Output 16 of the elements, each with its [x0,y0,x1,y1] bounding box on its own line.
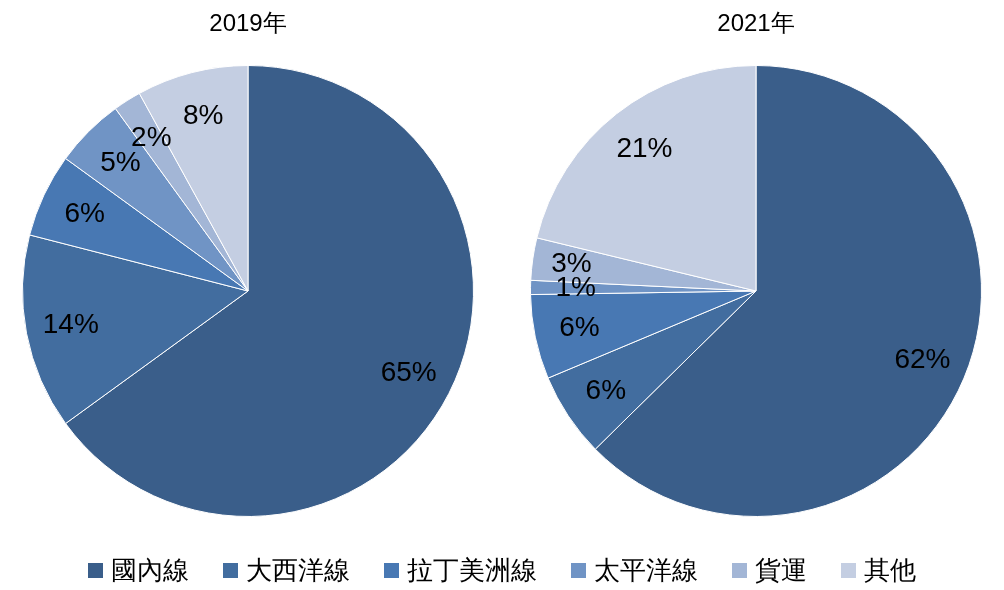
data-label: 6% [64,196,105,228]
data-label: 65% [380,355,437,387]
legend-label: 大西洋線 [246,554,350,586]
legend-label: 貨運 [755,554,807,586]
legend-label: 其他 [864,554,916,586]
data-label: 21% [616,131,673,163]
data-label: 62% [894,343,951,375]
slice-label: 2021年 [716,8,796,38]
legend-label: 拉丁美洲線 [407,554,537,586]
slice-label: 2019年 [208,8,288,38]
data-label: 6% [559,310,600,342]
data-label: 8% [182,98,224,130]
legend-label: 國內線 [111,554,189,586]
data-label: 14% [42,307,99,339]
data-label: 6% [585,373,627,405]
legend-label: 太平洋線 [594,554,698,586]
